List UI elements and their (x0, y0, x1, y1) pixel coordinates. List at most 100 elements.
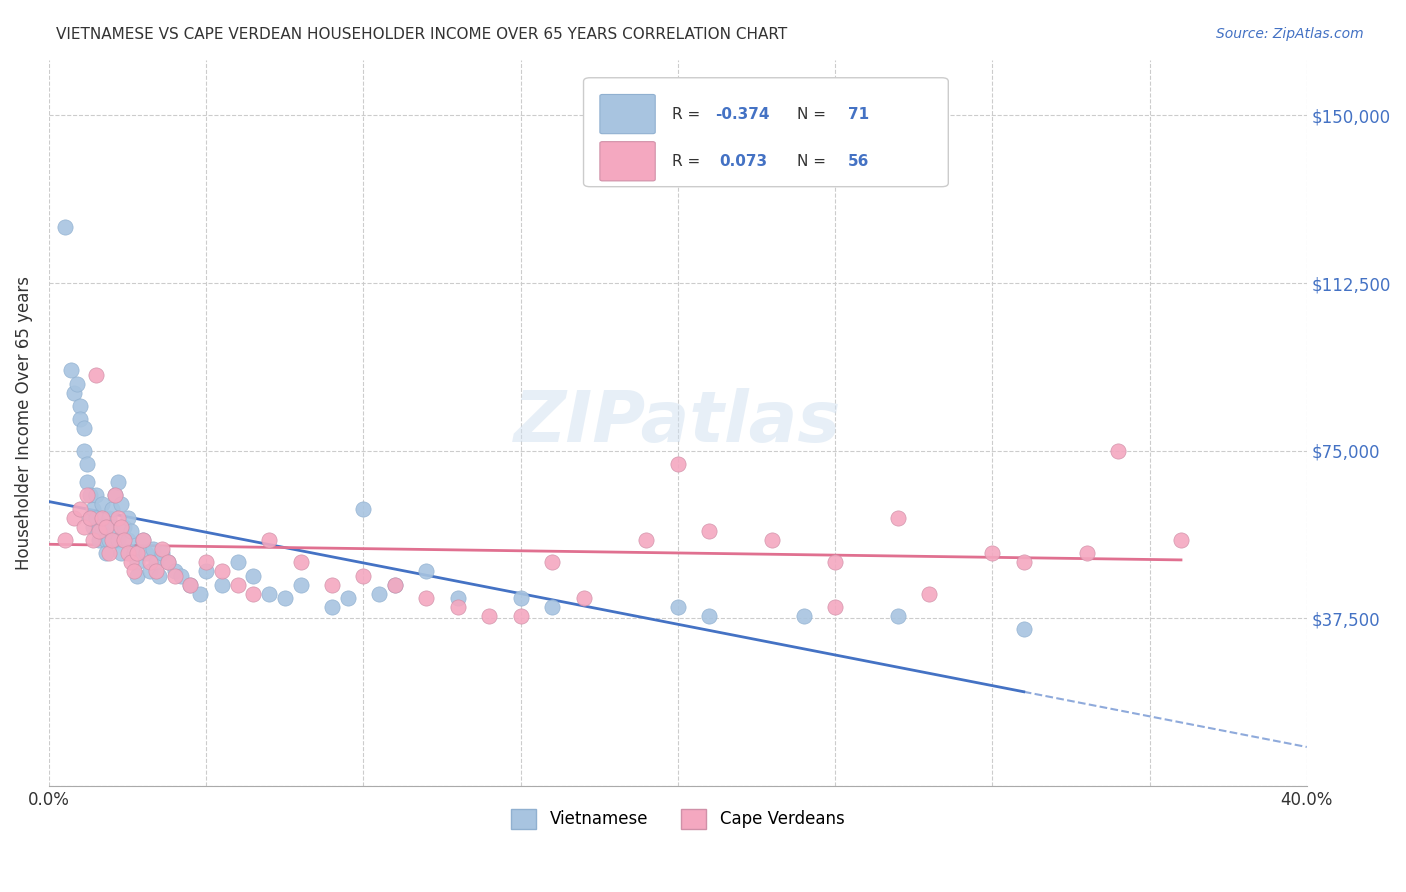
Point (76, 475, 98, 489)
Point (188, 587, 211, 601)
Legend: Vietnamese, Cape Verdeans: Vietnamese, Cape Verdeans (505, 802, 851, 836)
Point (91, 524, 114, 538)
Point (122, 564, 145, 578)
Point (1012, 555, 1035, 569)
Point (135, 546, 157, 560)
Point (101, 501, 124, 516)
Point (793, 609, 815, 624)
Point (138, 564, 160, 578)
Point (179, 577, 201, 591)
Point (1076, 546, 1098, 560)
Point (163, 568, 186, 582)
Point (541, 555, 564, 569)
Point (125, 568, 148, 582)
Point (69, 399, 91, 413)
Point (415, 564, 437, 578)
Point (107, 510, 129, 524)
Point (138, 555, 160, 569)
Point (89, 524, 111, 538)
Point (887, 609, 910, 624)
Point (274, 591, 297, 606)
Point (101, 519, 124, 533)
Point (666, 600, 689, 615)
Point (120, 524, 142, 538)
Point (211, 564, 233, 578)
Point (132, 533, 155, 547)
Point (66, 376, 89, 391)
Point (89, 519, 111, 533)
Point (666, 457, 689, 471)
Point (94, 546, 117, 560)
Point (179, 577, 201, 591)
Point (211, 577, 233, 591)
Point (572, 591, 595, 606)
Text: -0.374: -0.374 (716, 106, 770, 121)
Point (125, 546, 148, 560)
Point (63, 385, 86, 400)
Point (97, 546, 120, 560)
Point (110, 546, 132, 560)
Point (824, 600, 846, 615)
Point (114, 533, 136, 547)
Point (195, 555, 218, 569)
Text: Source: ZipAtlas.com: Source: ZipAtlas.com (1216, 27, 1364, 41)
Point (321, 577, 343, 591)
Point (636, 533, 658, 547)
Point (107, 475, 129, 489)
Point (89, 533, 111, 547)
Point (170, 568, 193, 582)
Point (110, 519, 132, 533)
Point (69, 501, 91, 516)
Point (117, 546, 139, 560)
Point (72, 421, 94, 435)
Point (82, 501, 104, 516)
Point (107, 533, 129, 547)
Point (145, 564, 167, 578)
Point (384, 577, 406, 591)
Point (82, 519, 104, 533)
Point (509, 609, 531, 624)
Point (72, 443, 94, 458)
Point (79, 510, 101, 524)
Point (290, 555, 312, 569)
Point (447, 600, 470, 615)
Point (447, 591, 470, 606)
Y-axis label: Householder Income Over 65 years: Householder Income Over 65 years (15, 276, 32, 570)
Point (122, 546, 145, 560)
Point (97, 533, 120, 547)
Point (101, 533, 124, 547)
Point (104, 488, 127, 502)
Point (157, 555, 180, 569)
Point (415, 591, 437, 606)
Point (195, 564, 218, 578)
Point (53, 220, 76, 235)
Point (117, 533, 139, 547)
Point (84, 510, 107, 524)
Text: VIETNAMESE VS CAPE VERDEAN HOUSEHOLDER INCOME OVER 65 YEARS CORRELATION CHART: VIETNAMESE VS CAPE VERDEAN HOUSEHOLDER I… (56, 27, 787, 42)
Text: 56: 56 (848, 153, 869, 169)
Point (84, 488, 107, 502)
Point (697, 524, 720, 538)
FancyBboxPatch shape (600, 142, 655, 181)
Point (509, 591, 531, 606)
Text: 0.073: 0.073 (720, 153, 768, 169)
Point (94, 519, 117, 533)
Point (110, 497, 132, 511)
Point (117, 510, 139, 524)
Point (125, 555, 148, 569)
Point (104, 488, 127, 502)
Point (478, 609, 501, 624)
Point (53, 533, 76, 547)
FancyBboxPatch shape (600, 95, 655, 134)
Point (79, 510, 101, 524)
Point (368, 587, 391, 601)
Point (336, 591, 359, 606)
Point (352, 501, 374, 516)
Point (145, 555, 167, 569)
Point (824, 555, 846, 569)
Point (384, 577, 406, 591)
Point (226, 577, 249, 591)
Point (79, 488, 101, 502)
Point (697, 609, 720, 624)
Text: ZIPatlas: ZIPatlas (515, 388, 842, 458)
